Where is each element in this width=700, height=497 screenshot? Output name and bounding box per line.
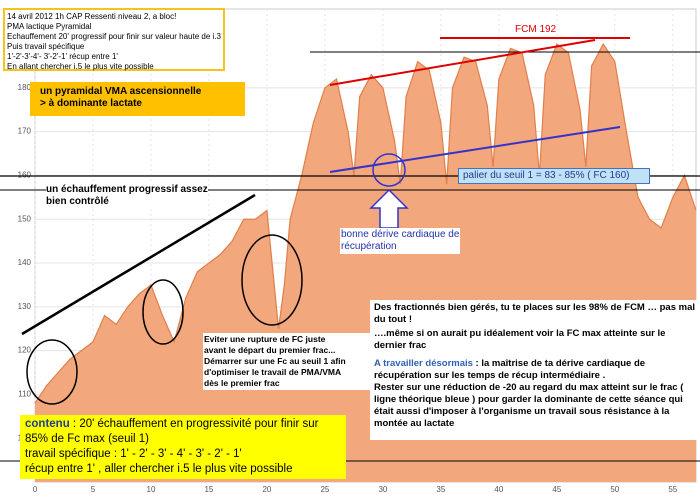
highlight: [142, 279, 184, 345]
text-line: récupération: [341, 241, 397, 252]
text-line: travail spécifique : 1' - 2' - 3' - 4' -…: [25, 448, 242, 460]
text-line: Echauffement 20' progressif pour finir s…: [7, 32, 221, 41]
content-label: contenu: [25, 418, 70, 430]
x-tick-label: 55: [668, 485, 677, 494]
line: [34, 42, 697, 404]
y-tick-label: 170: [18, 127, 32, 136]
review-box: Des fractionnés bien gérés, tu te places…: [370, 300, 700, 440]
pyramid-box: un pyramidal VMA ascensionnelle > à domin…: [30, 82, 245, 116]
content-lines: travail spécifique : 1' - 2' - 3' - 4' -…: [25, 447, 341, 477]
x-tick-label: 40: [494, 485, 503, 494]
text-line: > à dominante lactate: [40, 98, 142, 109]
content-box: contenu : 20' échauffement en progressiv…: [20, 415, 346, 479]
y-tick-label: 150: [18, 214, 32, 223]
y-tick-label: 140: [18, 258, 32, 267]
highlight: [26, 339, 78, 405]
threshold-label: palier du seuil 1 = 83 - 85% ( FC 160): [458, 168, 650, 184]
text-line: Eviter une rupture de FC juste: [204, 334, 326, 344]
x-tick-label: 5: [91, 485, 96, 494]
review-text: Des fractionnés bien gérés, tu te places…: [374, 302, 696, 325]
text-line: Démarrer sur une Fc au seuil 1 afin: [204, 356, 346, 366]
x-tick-label: 0: [33, 485, 38, 494]
x-tick-label: 10: [147, 485, 156, 494]
highlight: [241, 234, 303, 326]
text-line: d'optimiser le travail de PMA/VMA: [204, 367, 342, 377]
text-line: Puis travail spécifique: [7, 42, 85, 51]
review-heading: A travailler désormais: [374, 358, 473, 369]
warmup-note: un échauffement progressif assez bien con…: [46, 184, 208, 208]
trend-line: [21, 193, 256, 336]
fcm-label: FCM 192: [515, 24, 557, 35]
text-line: En allant chercher i.5 le plus vite poss…: [7, 62, 154, 71]
text-line: bonne dérive cardiaque de: [341, 229, 460, 240]
review-text: Rester sur une réduction de -20 au regar…: [374, 382, 684, 429]
text-line: récup entre 1' , aller chercher i.5 le p…: [25, 463, 293, 475]
y-tick-label: 110: [18, 390, 31, 399]
text-line: un pyramidal VMA ascensionnelle: [40, 86, 202, 97]
x-tick-label: 45: [552, 485, 561, 494]
session-box: 14 avril 2012 1h CAP Ressenti niveau 2, …: [3, 8, 225, 71]
y-tick-label: 130: [18, 302, 32, 311]
rupture-note: Eviter une rupture de FC juste avant le d…: [203, 333, 370, 390]
y-tick-label: 120: [18, 346, 32, 355]
x-tick-label: 35: [436, 485, 445, 494]
y-tick-label: 180: [18, 83, 32, 92]
content-text: : 20' échauffement en progressivité pour…: [25, 418, 319, 445]
x-tick-label: 30: [378, 485, 387, 494]
review-text: : la maîtrise de ta dérive cardiaque de …: [374, 358, 646, 381]
x-tick-label: 50: [610, 485, 619, 494]
trend-line: [329, 39, 596, 86]
text-line: PMA lactique Pyramidal: [7, 22, 92, 31]
drift-note: bonne dérive cardiaque de récupération: [340, 228, 461, 254]
text-line: un échauffement progressif assez: [46, 184, 208, 195]
x-tick-label: 20: [262, 485, 271, 494]
text-line: bien contrôlé: [46, 196, 109, 207]
text-line: dès le premier frac: [204, 378, 280, 388]
highlight: [372, 153, 406, 187]
text-line: 1'-2'-3'-4'- 3'-2'-1' récup entre 1': [7, 52, 118, 61]
text-line: 14 avril 2012 1h CAP Ressenti niveau 2, …: [7, 12, 177, 21]
text-line: avant le départ du premier frac...: [204, 345, 336, 355]
trend-line: [329, 126, 621, 173]
y-tick-label: 160: [18, 171, 32, 180]
x-tick-label: 25: [320, 485, 329, 494]
x-tick-label: 15: [204, 485, 213, 494]
review-text: ….même si on aurait pu idéalement voir l…: [374, 328, 666, 351]
